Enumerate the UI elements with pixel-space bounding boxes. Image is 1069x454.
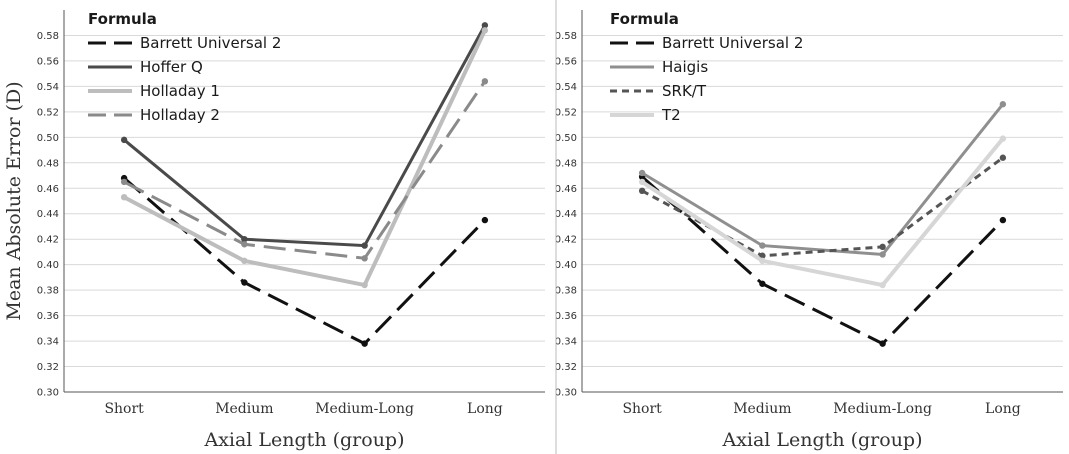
y-tick-label: 0.48	[555, 158, 577, 169]
series-line	[641, 137, 1005, 288]
x-tick-label: Medium-Long	[833, 401, 932, 417]
y-tick-label: 0.30	[555, 388, 577, 399]
series-line	[641, 156, 1004, 258]
data-point	[241, 279, 248, 286]
data-point	[638, 178, 646, 186]
data-point	[481, 78, 489, 85]
y-axis-title: Mean Absolute Error (D)	[3, 81, 25, 320]
y-tick-label: 0.54	[555, 82, 577, 93]
y-tick-label: 0.46	[555, 184, 577, 195]
data-point	[241, 241, 248, 248]
y-tick-label: 0.56	[555, 56, 577, 67]
y-tick-label: 0.52	[555, 107, 577, 118]
y-tick-label: 0.34	[555, 337, 577, 348]
x-axis-title: Axial Length (group)	[721, 429, 922, 451]
data-point	[759, 242, 766, 249]
legend-label: T2	[661, 106, 681, 124]
data-point	[759, 280, 766, 287]
series-line	[123, 24, 487, 248]
y-tick-label: 0.44	[37, 209, 59, 220]
y-tick-label: 0.40	[37, 260, 59, 271]
y-tick-label: 0.58	[37, 31, 59, 42]
data-point	[999, 216, 1007, 224]
y-tick-label: 0.58	[555, 31, 577, 42]
legend-label: Barrett Universal 2	[662, 34, 803, 52]
x-tick-label: Medium-Long	[315, 401, 414, 417]
data-point	[999, 154, 1007, 161]
y-tick-label: 0.34	[37, 337, 59, 348]
y-tick-label: 0.40	[555, 260, 577, 271]
x-tick-label: Long	[467, 401, 503, 417]
data-point	[241, 236, 248, 243]
series-line	[641, 103, 1005, 257]
data-point	[120, 136, 128, 144]
legend-label: Holladay 1	[140, 82, 220, 100]
data-point	[361, 281, 368, 289]
legend-label: Haigis	[662, 58, 708, 76]
data-point	[361, 242, 368, 249]
y-tick-label: 0.56	[37, 56, 59, 67]
data-point	[638, 169, 646, 177]
data-point	[361, 340, 368, 347]
data-point	[481, 22, 489, 29]
x-tick-label: Long	[985, 401, 1021, 417]
legend-label: SRK/T	[662, 82, 707, 100]
data-point	[361, 255, 368, 262]
x-tick-label: Short	[104, 401, 144, 417]
data-point	[759, 257, 766, 265]
data-point	[241, 257, 248, 265]
y-tick-label: 0.50	[555, 133, 577, 144]
y-tick-label: 0.32	[555, 362, 577, 373]
data-point	[879, 243, 886, 251]
y-tick-label: 0.54	[37, 82, 59, 93]
chart-panel-left: 0.30 0.32 0.34 0.36 0.38 0.40 0.42 0.44 0.46 0.48…	[3, 10, 545, 451]
y-tick-label: 0.38	[555, 286, 577, 297]
y-tick-label: 0.38	[37, 286, 59, 297]
data-point	[999, 135, 1007, 142]
data-point	[481, 216, 489, 224]
legend-label: Barrett Universal 2	[140, 34, 281, 52]
y-tick-label: 0.52	[37, 107, 59, 118]
y-tick-label: 0.36	[555, 311, 577, 322]
data-point	[879, 340, 886, 347]
y-tick-label: 0.42	[555, 235, 577, 246]
legend-title: Formula	[88, 10, 157, 28]
data-point	[759, 252, 766, 259]
y-tick-label: 0.30	[37, 388, 59, 399]
y-tick-label: 0.48	[37, 158, 59, 169]
data-point	[481, 27, 489, 34]
series-line	[123, 176, 486, 346]
y-tick-label: 0.44	[555, 209, 577, 220]
data-point	[999, 101, 1007, 108]
series-line	[123, 80, 487, 260]
legend-label: Holladay 2	[140, 106, 220, 124]
data-point	[120, 193, 128, 201]
series-line	[123, 29, 487, 288]
x-tick-label: Short	[622, 401, 662, 417]
data-point	[120, 178, 128, 186]
series-line	[641, 175, 1004, 346]
y-tick-label: 0.50	[37, 133, 59, 144]
x-tick-label: Medium	[215, 401, 273, 417]
y-tick-label: 0.32	[37, 362, 59, 373]
y-tick-label: 0.46	[37, 184, 59, 195]
data-point	[879, 281, 886, 289]
legend-title: Formula	[610, 10, 679, 28]
chart-panel-right: 0.30 0.32 0.34 0.36 0.38 0.40 0.42 0.44 0.46 0.48…	[555, 10, 1063, 451]
data-point	[879, 251, 886, 258]
data-point	[638, 187, 646, 195]
y-tick-label: 0.42	[37, 235, 59, 246]
legend-label: Hoffer Q	[140, 58, 203, 76]
x-axis-title: Axial Length (group)	[203, 429, 404, 451]
y-tick-label: 0.36	[37, 311, 59, 322]
x-tick-label: Medium	[733, 401, 791, 417]
